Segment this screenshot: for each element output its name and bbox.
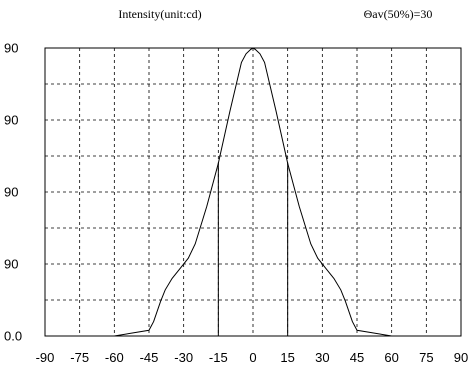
chart-header-left: Intensity(unit:cd) [118, 7, 201, 21]
x-tick-label: -60 [105, 350, 124, 365]
x-tick-label: -75 [70, 350, 89, 365]
x-tick-label: 15 [280, 350, 294, 365]
x-tick-label: 75 [419, 350, 433, 365]
x-tick-label: 45 [350, 350, 364, 365]
x-axis-ticks: -90 -75 -60 -45 -30 -15 0 15 30 45 60 75 90 [36, 350, 469, 365]
grid [45, 48, 461, 336]
x-tick-label: 60 [384, 350, 398, 365]
y-tick-label: 90 [4, 185, 18, 200]
intensity-curve [114, 47, 392, 337]
x-tick-label: 90 [454, 350, 468, 365]
y-axis-ticks: 0.0 90 90 90 90 [4, 41, 22, 344]
x-tick-label: -30 [174, 350, 193, 365]
y-tick-label: 90 [4, 257, 18, 272]
y-tick-label: 0.0 [4, 329, 22, 344]
chart-header-right: Θav(50%)=30 [364, 7, 433, 21]
x-tick-label: -90 [36, 350, 55, 365]
x-tick-label: -45 [140, 350, 159, 365]
x-tick-label: -15 [209, 350, 228, 365]
x-tick-label: 30 [315, 350, 329, 365]
y-tick-label: 90 [4, 113, 18, 128]
half-intensity-markers [217, 163, 289, 336]
x-tick-label: 0 [249, 350, 256, 365]
y-tick-label: 90 [4, 41, 18, 56]
